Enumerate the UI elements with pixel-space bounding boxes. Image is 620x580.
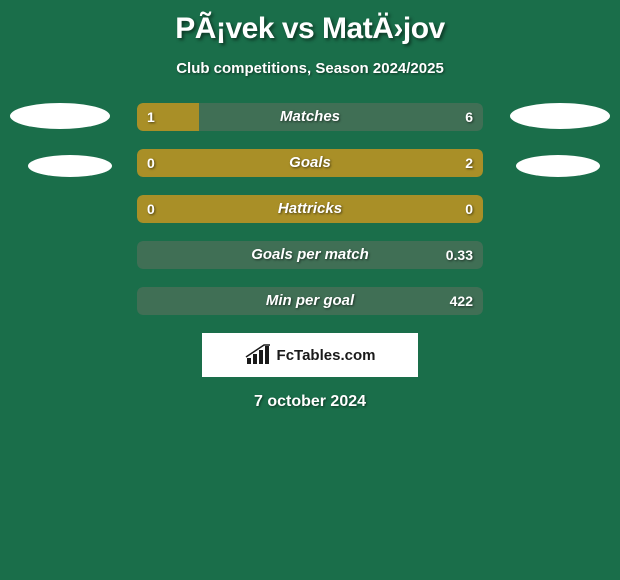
stat-bar: Goals per match0.33	[137, 241, 483, 269]
stat-bar: Goals0 2	[137, 149, 483, 177]
bar-label: Goals	[137, 149, 483, 177]
player-right-badge-2	[516, 155, 600, 177]
bar-value-left: 0	[147, 149, 155, 177]
stats-area: Matches16Goals02Hattricks00Goals per mat…	[0, 103, 620, 315]
stat-bars: Matches16Goals02Hattricks00Goals per mat…	[137, 103, 483, 315]
bar-label: Min per goal	[137, 287, 483, 315]
player-left-badge-1	[10, 103, 110, 129]
bar-value-right: 0.33	[446, 241, 473, 269]
source-box[interactable]: FcTables.com	[202, 333, 418, 377]
bar-value-right: 0	[465, 195, 473, 223]
page-title: PÃ¡vek vs MatÄ›jov	[0, 0, 620, 46]
stat-bar: Hattricks0 0	[137, 195, 483, 223]
bar-label: Goals per match	[137, 241, 483, 269]
stat-bar: Min per goal422	[137, 287, 483, 315]
stat-bar: Matches1 6	[137, 103, 483, 131]
bar-value-right: 422	[450, 287, 473, 315]
bar-value-left: 0	[147, 195, 155, 223]
player-right-badge-1	[510, 103, 610, 129]
bar-value-right: 2	[465, 149, 473, 177]
bar-label: Matches	[137, 103, 483, 131]
bar-value-left: 1	[147, 103, 155, 131]
bar-label: Hattricks	[137, 195, 483, 223]
source-text: FcTables.com	[277, 347, 376, 364]
bar-value-right: 6	[465, 103, 473, 131]
chart-icon	[245, 344, 271, 366]
player-left-badge-2	[28, 155, 112, 177]
date-label: 7 october 2024	[0, 393, 620, 411]
comparison-widget: PÃ¡vek vs MatÄ›jov Club competitions, Se…	[0, 0, 620, 580]
subtitle: Club competitions, Season 2024/2025	[0, 60, 620, 77]
